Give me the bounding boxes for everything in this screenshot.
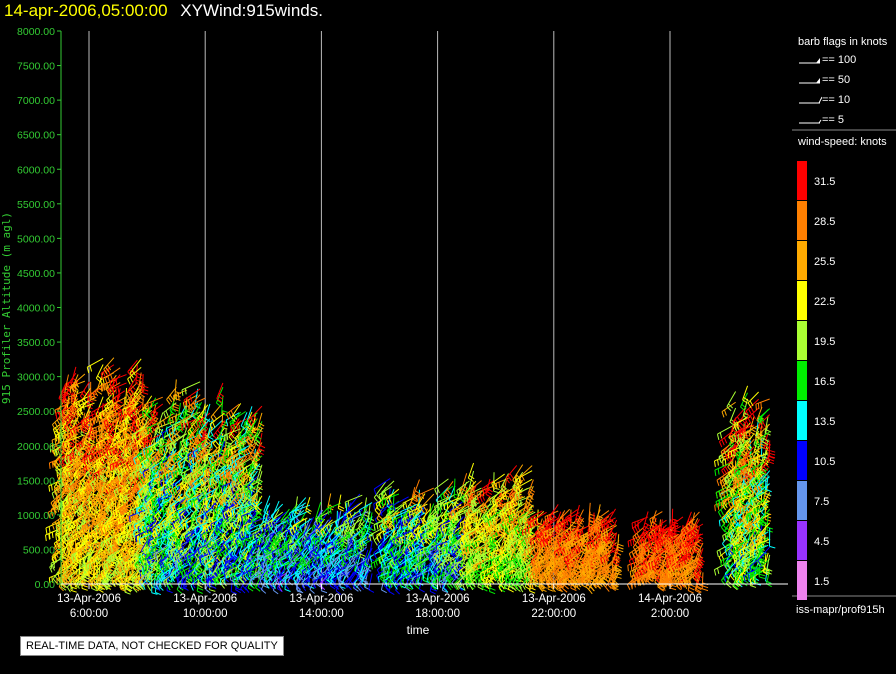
speed-label-2: 25.5 bbox=[814, 256, 835, 268]
y-tick-label-13: 6500.00 bbox=[17, 130, 55, 142]
wind-barb-455 bbox=[95, 364, 104, 383]
wind-barb-3955 bbox=[701, 572, 709, 592]
x-tick-date-5: 14-Apr-2006 bbox=[638, 593, 702, 605]
speed-swatch-6 bbox=[797, 401, 807, 440]
x-tick-date-3: 13-Apr-2006 bbox=[406, 593, 470, 605]
x-tick-time-5: 2:00:00 bbox=[651, 608, 689, 620]
speed-swatch-4 bbox=[797, 321, 807, 360]
wind-barb-188 bbox=[63, 412, 79, 433]
wind-barb-370 bbox=[76, 443, 95, 458]
speed-swatch-0 bbox=[797, 161, 807, 200]
x-tick-date-1: 13-Apr-2006 bbox=[173, 593, 237, 605]
speed-label-6: 13.5 bbox=[814, 416, 835, 428]
speed-label-8: 7.5 bbox=[814, 496, 829, 508]
wind-barb-217 bbox=[65, 534, 84, 551]
speed-label-5: 16.5 bbox=[814, 376, 835, 388]
wind-barb-2463 bbox=[337, 494, 345, 512]
wind-barb-4352 bbox=[768, 440, 776, 459]
y-tick-label-5: 2500.00 bbox=[17, 406, 55, 418]
speed-label-4: 19.5 bbox=[814, 336, 835, 348]
wind-barb-431 bbox=[89, 549, 104, 565]
wind-barb-305 bbox=[79, 381, 90, 401]
speed-swatch-2 bbox=[797, 241, 807, 280]
wind-barb-456 bbox=[86, 357, 104, 374]
y-tick-label-11: 5500.00 bbox=[17, 199, 55, 211]
wind-barb-3758 bbox=[642, 511, 651, 533]
y-tick-label-0: 0.00 bbox=[35, 579, 56, 591]
y-tick-label-9: 4500.00 bbox=[17, 268, 55, 280]
x-tick-time-2: 14:00:00 bbox=[299, 608, 344, 620]
wind-barb-386 bbox=[84, 502, 98, 519]
y-tick-label-8: 4000.00 bbox=[17, 303, 55, 315]
y-tick-label-12: 6000.00 bbox=[17, 164, 55, 176]
legend-panel: barb flags in knots == 100 == 50 == 10 == 5… bbox=[792, 28, 896, 623]
x-tick-date-4: 13-Apr-2006 bbox=[522, 593, 586, 605]
speed-label-3: 22.5 bbox=[814, 296, 835, 308]
speed-colorbar: 31.5 28.5 25.5 22.5 19.5 16.5 13.5 10.5 7.5 4.5 1.… bbox=[792, 129, 896, 600]
wind-barb-91 bbox=[54, 427, 71, 442]
y-tick-label-15: 7500.00 bbox=[17, 61, 55, 73]
speed-swatch-9 bbox=[797, 521, 807, 560]
y-tick-label-10: 5000.00 bbox=[17, 233, 55, 245]
speed-swatch-1 bbox=[797, 201, 807, 240]
wind-barb-4142 bbox=[742, 385, 749, 404]
speed-label-1: 28.5 bbox=[814, 216, 835, 228]
x-tick-time-0: 6:00:00 bbox=[70, 608, 108, 620]
quality-note: REAL-TIME DATA, NOT CHECKED FOR QUALITY bbox=[20, 636, 284, 656]
wind-barb-260 bbox=[70, 373, 86, 392]
wind-barb-189 bbox=[64, 405, 79, 425]
speed-label-0: 31.5 bbox=[814, 176, 835, 188]
x-axis-label: time bbox=[407, 623, 430, 637]
wind-barb-499 bbox=[91, 402, 109, 419]
wind-barb-230 bbox=[64, 434, 84, 449]
x-tick-time-4: 22:00:00 bbox=[531, 608, 576, 620]
title-product: XYWind:915winds. bbox=[180, 1, 323, 20]
y-tick-label-2: 1000.00 bbox=[17, 510, 55, 522]
wind-barb-4243 bbox=[747, 391, 759, 409]
wind-barb-342 bbox=[77, 496, 93, 514]
y-axis-label: 915 Profiler Altitude (m agl) bbox=[0, 212, 13, 404]
speed-label-10: 1.5 bbox=[814, 576, 829, 588]
y-tick-label-4: 2000.00 bbox=[17, 441, 55, 453]
wind-barb-54 bbox=[50, 500, 69, 516]
wind-barb-4021 bbox=[726, 391, 737, 412]
y-tick-label-14: 7000.00 bbox=[17, 95, 55, 107]
wind-barb-30 bbox=[50, 489, 67, 509]
y-tick-label-6: 3000.00 bbox=[17, 372, 55, 384]
speed-swatch-8 bbox=[797, 481, 807, 520]
wind-barb-209 bbox=[64, 458, 81, 478]
speed-label-9: 4.5 bbox=[814, 536, 829, 548]
wind-barb-35 bbox=[52, 448, 67, 469]
wind-barb-2130 bbox=[256, 412, 265, 433]
x-tick-date-0: 13-Apr-2006 bbox=[57, 593, 121, 605]
wind-barb-219 bbox=[64, 518, 84, 532]
y-tick-label-7: 3500.00 bbox=[17, 337, 55, 349]
wind-barb-258 bbox=[67, 390, 86, 404]
wind-barb-190 bbox=[67, 398, 79, 416]
speed-swatch-7 bbox=[797, 441, 807, 480]
y-tick-label-3: 1500.00 bbox=[17, 475, 55, 487]
wind-barb-2919 bbox=[434, 478, 449, 495]
speed-label-7: 10.5 bbox=[814, 456, 835, 468]
y-tick-label-1: 500.00 bbox=[23, 544, 55, 556]
speed-swatch-3 bbox=[797, 281, 807, 320]
wind-barbs bbox=[45, 357, 776, 596]
wind-barb-453 bbox=[89, 382, 104, 401]
wind-barb-380 bbox=[79, 549, 98, 566]
speed-swatch-10 bbox=[797, 561, 807, 600]
wind-barb-2589 bbox=[368, 573, 375, 593]
wind-barb-254 bbox=[70, 419, 86, 436]
wind-barb-360 bbox=[81, 518, 95, 533]
x-tick-time-1: 10:00:00 bbox=[183, 608, 228, 620]
x-tick-date-2: 13-Apr-2006 bbox=[289, 593, 353, 605]
speed-swatch-5 bbox=[797, 361, 807, 400]
y-tick-label-16: 8000.00 bbox=[17, 26, 55, 38]
source-label: iss-mapr/prof915h bbox=[796, 604, 885, 616]
x-tick-time-3: 18:00:00 bbox=[415, 608, 460, 620]
wind-barb-375 bbox=[76, 402, 95, 416]
title-date: 14-apr-2006,05:00:00 bbox=[4, 1, 168, 20]
chart-title: 14-apr-2006,05:00:00 XYWind:915winds. bbox=[4, 1, 323, 21]
